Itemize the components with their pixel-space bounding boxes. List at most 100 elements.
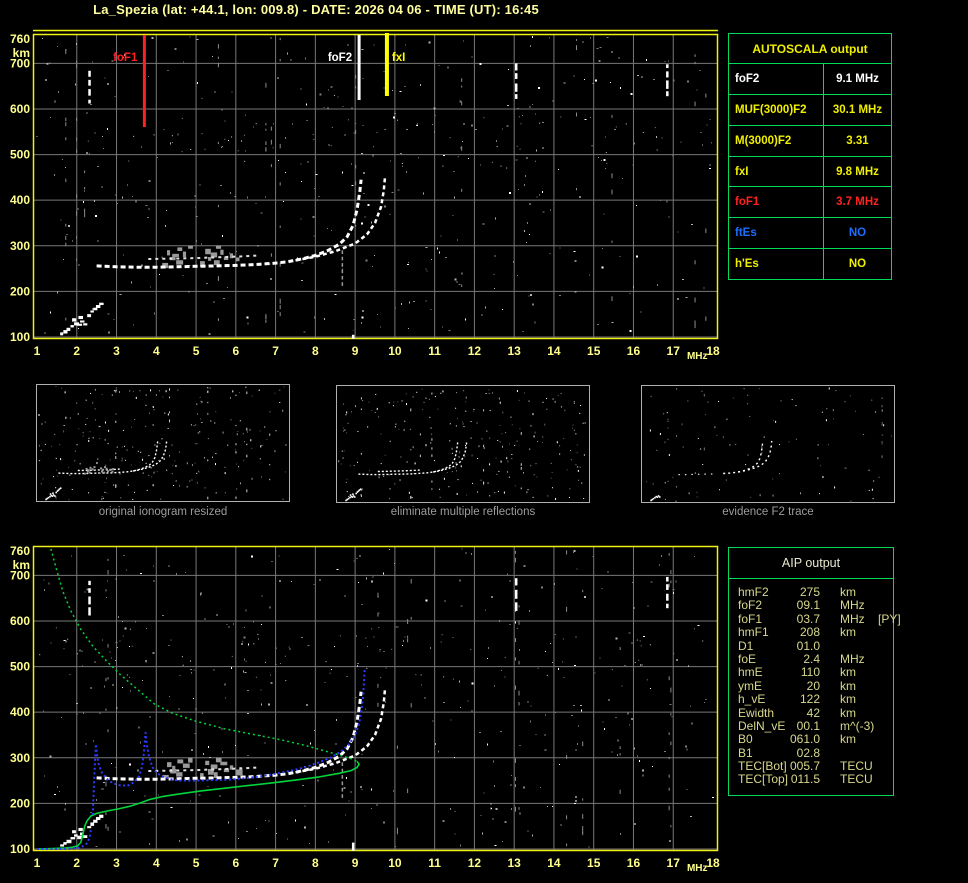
param-label: B0 [738,732,753,747]
aip-row-DelNvE: DelN_vE 00.1 m^(-3) [738,718,893,733]
svg-text:6: 6 [232,344,239,358]
param-note [872,773,893,786]
aip-row-ymE: ymE 20 km [738,679,893,693]
svg-text:7: 7 [272,344,279,358]
param-value: 42 [806,705,820,720]
param-note [872,760,893,773]
param-note [872,720,893,733]
aip-row-hmE: hmE 110 km [738,665,893,680]
svg-text:16: 16 [627,344,641,358]
marker-foF1: foF1 [113,35,146,127]
thumbnail-caption-eliminate: eliminate multiple reflections [390,506,536,518]
top-ionogram-plot: 1 2 3 4 5 6 7 8 9 10 11 12 13 14 15 16 17 18MHz7607006005… [10,29,720,362]
param-value: 30.1 MHz [832,103,883,116]
param-label: DelN_vE [738,718,786,733]
aip-row-D1: D1 01.0 [738,638,893,653]
svg-text:600: 600 [10,102,30,116]
thumbnail-original-ionogram [36,384,290,502]
param-unit: TECU [840,759,873,774]
svg-text:18: 18 [706,856,720,870]
param-value: 061.0 [789,732,820,747]
svg-text:15: 15 [587,344,601,358]
param-value: 3.31 [846,134,869,147]
param-label: h_vE [738,692,766,707]
svg-text:13: 13 [507,856,521,870]
param-value: 09.1 [796,598,820,613]
svg-text:700: 700 [10,568,30,582]
param-note [872,747,893,760]
svg-text:300: 300 [10,239,30,253]
param-note [872,653,893,666]
param-label: foF1 [729,187,824,218]
marker-fxI: fxI [384,33,405,96]
svg-text:12: 12 [468,344,482,358]
thumbnail-caption-evidence: evidence F2 trace [722,506,814,518]
param-label: ftEs [729,218,824,249]
param-value: 01.0 [796,638,820,653]
thumbnail-evidence-f2 [641,385,895,503]
svg-text:17: 17 [667,856,681,870]
param-label: foF2 [729,64,824,94]
svg-text:18: 18 [706,344,720,358]
param-note [872,586,893,599]
aip-row-Ewidth: Ewidth 42 km [738,705,893,720]
param-note [872,680,893,693]
aip-table-body: hmF2 275 km foF2 09.1 MHz foF1 03.7 MHz … [729,579,901,787]
aip-table-header: AIP output [729,548,893,579]
svg-text:700: 700 [10,56,30,70]
param-value: NO [848,227,867,240]
autoscala-table-header: AUTOSCALA output [729,34,891,64]
aip-row-foE: foE 2.4 MHz [738,651,893,666]
param-label: D1 [738,638,754,653]
param-label: hmF2 [738,585,769,599]
svg-text:14: 14 [547,856,561,870]
svg-text:14: 14 [547,344,561,358]
param-note [872,707,893,720]
svg-text:foF1: foF1 [113,52,138,64]
svg-text:760: 760 [10,32,30,46]
param-label: foE [738,651,757,666]
param-label: hmE [738,665,763,680]
svg-text:8: 8 [312,856,319,870]
svg-text:6: 6 [232,856,239,870]
param-label: hmF1 [738,625,769,640]
station-title: La_Spezia (lat: +44.1, lon: 009.8) - DAT… [93,2,539,17]
autoscala-row-MUF3000F2: MUF(3000)F2 30.1 MHz [729,93,891,125]
svg-text:11: 11 [428,856,441,870]
param-value: 275 [799,585,820,599]
param-note [872,626,893,639]
svg-text:MHz: MHz [687,863,708,874]
param-unit: m^(-3) [840,718,875,733]
param-note [872,693,893,706]
param-unit: MHz [840,598,865,613]
param-label: foF1 [738,611,763,626]
svg-text:500: 500 [10,660,30,674]
autoscala-row-M3000F2: M(3000)F2 3.31 [729,124,891,156]
param-unit: km [840,665,856,680]
param-value: 3.7 MHz [836,196,879,209]
param-label: fxI [729,156,824,187]
autoscala-row-fxI: fxI 9.8 MHz [729,155,891,187]
svg-text:MHz: MHz [687,351,708,362]
param-unit: km [840,732,856,747]
svg-text:16: 16 [627,856,641,870]
param-unit: MHz [840,651,865,666]
param-unit: km [840,692,856,707]
autoscala-output-table: AUTOSCALA output foF2 9.1 MHz MUF(3000)F… [728,33,892,280]
aip-row-hvE: h_vE 122 km [738,692,893,707]
thumbnail-caption-original: original ionogram resized [98,506,228,518]
svg-text:2: 2 [73,344,80,358]
aip-row-B0: B0 061.0 km [738,732,893,747]
svg-text:3: 3 [113,856,120,870]
param-value: 011.5 [790,772,820,787]
param-unit: MHz [840,611,865,626]
marker-foF2: foF2 [328,35,361,100]
param-value: 2.4 [803,651,820,666]
svg-text:5: 5 [193,344,200,358]
param-label: h'Es [729,249,824,280]
aip-row-TECBot: TEC[Bot] 005.7 TECU [738,759,893,774]
svg-text:600: 600 [10,614,30,628]
param-unit: km [840,585,856,599]
svg-text:7: 7 [272,856,279,870]
